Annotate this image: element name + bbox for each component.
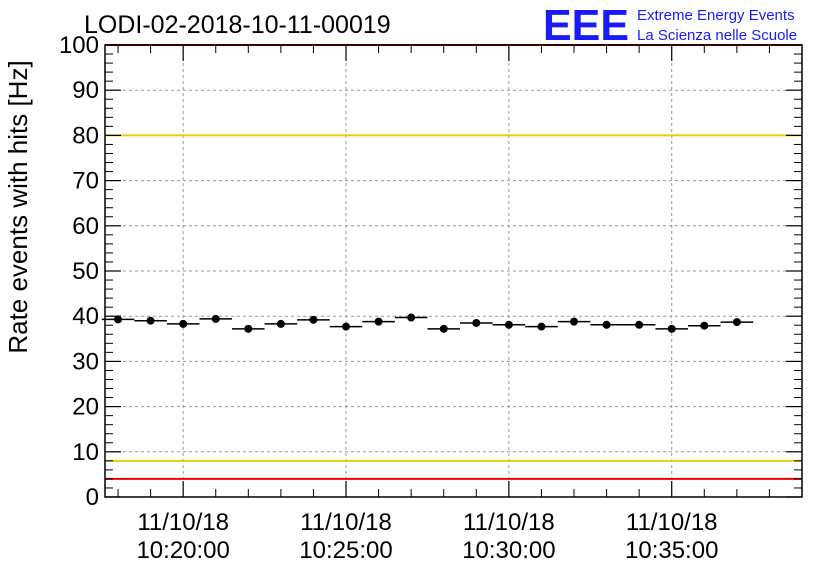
data-series (101, 313, 754, 333)
x-tick-labels: 11/10/1810:20:0011/10/1810:25:0011/10/18… (136, 509, 718, 564)
y-tick-labels: 0 10 20 30 40 50 60 70 80 90 100 (59, 32, 99, 511)
data-point (179, 319, 188, 328)
x-tick-date: 11/10/18 (463, 509, 555, 536)
logo-mark: EEE (543, 1, 629, 50)
x-tick-time: 10:25:00 (299, 537, 392, 564)
data-point (504, 320, 513, 329)
data-point (570, 317, 579, 326)
y-tick-label: 80 (72, 122, 99, 149)
data-point (537, 322, 546, 331)
grid (105, 45, 802, 497)
y-tick-label: 60 (72, 213, 99, 240)
x-tick-time: 10:30:00 (462, 537, 555, 564)
x-tick-time: 10:20:00 (136, 537, 229, 564)
data-point (732, 318, 741, 327)
y-tick-label: 40 (72, 303, 99, 330)
data-point (146, 316, 155, 325)
y-tick-label: 10 (72, 439, 99, 466)
data-point (407, 313, 416, 322)
y-tick-label: 100 (59, 32, 99, 59)
logo-line1: Extreme Energy Events (637, 7, 795, 24)
data-point (211, 314, 220, 323)
y-tick-label: 90 (72, 77, 99, 104)
y-tick-label: 30 (72, 348, 99, 375)
y-tick-label: 20 (72, 394, 99, 421)
eee-logo: EEE Extreme Energy Events La Scienza nel… (543, 1, 797, 50)
data-point (276, 319, 285, 328)
reference-lines (105, 44, 802, 480)
data-point (309, 315, 318, 324)
chart-title: LODI-02-2018-10-11-00019 (84, 11, 391, 39)
logo-line2: La Scienza nelle Scuole (637, 27, 797, 44)
data-point (342, 322, 351, 331)
data-point (439, 324, 448, 333)
y-tick-label: 50 (72, 258, 99, 285)
data-point (114, 315, 123, 324)
data-point (244, 324, 253, 333)
x-tick-date: 11/10/18 (626, 509, 718, 536)
data-point (374, 317, 383, 326)
data-point (700, 321, 709, 330)
x-tick-date: 11/10/18 (300, 509, 392, 536)
y-tick-label: 0 (86, 484, 99, 511)
axis-ticks (105, 44, 803, 498)
y-tick-label: 70 (72, 168, 99, 195)
data-point (602, 320, 611, 329)
data-point (635, 320, 644, 329)
x-tick-date: 11/10/18 (137, 509, 229, 536)
data-point (667, 324, 676, 333)
data-point (472, 318, 481, 327)
y-axis-label: Rate events with hits [Hz] (3, 60, 33, 353)
x-tick-time: 10:35:00 (625, 537, 718, 564)
